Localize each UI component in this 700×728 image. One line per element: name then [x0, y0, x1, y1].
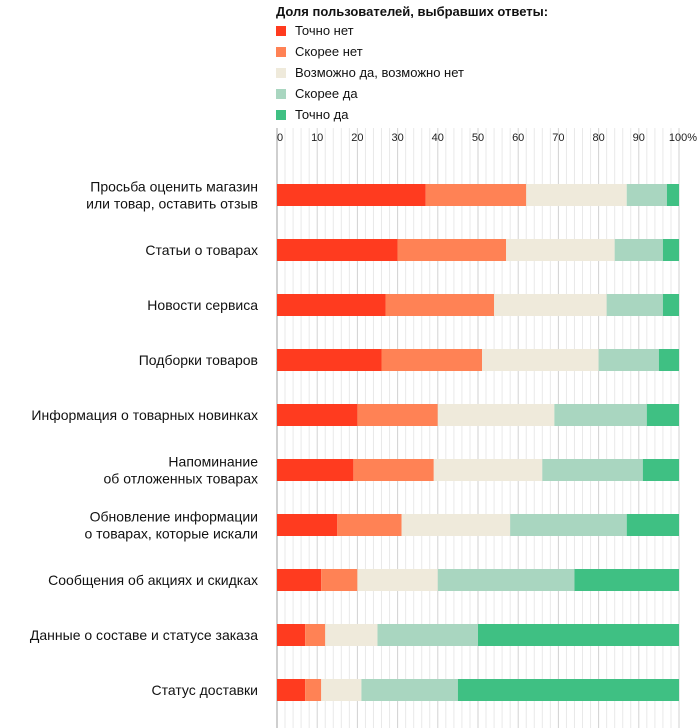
bar-segment [494, 294, 607, 316]
legend-item: Скорее нет [276, 44, 363, 59]
bar-segment [321, 569, 358, 591]
category-label: Статус доставки [151, 682, 258, 698]
bar-segment [646, 404, 679, 426]
bar-segment [277, 459, 354, 481]
bar-segment [325, 624, 378, 646]
bar-segment [321, 679, 362, 701]
x-tick-label: 30 [391, 132, 403, 144]
legend-label: Возможно да, возможно нет [295, 65, 464, 80]
category-label: Просьба оценить магазин или товар, остави… [86, 179, 258, 212]
bar-segment [357, 569, 438, 591]
legend-item: Возможно да, возможно нет [276, 65, 464, 80]
bar-segment [437, 404, 555, 426]
category-label: Обновление информации о товарах, которые … [85, 509, 259, 542]
bar-segment [606, 294, 663, 316]
legend-label: Точно да [295, 107, 349, 122]
bar-segment [361, 679, 458, 701]
category-label: Статьи о товарах [145, 242, 258, 258]
category-label: Подборки товаров [139, 352, 258, 368]
x-tick-label: 80 [592, 132, 604, 144]
bar-segment [385, 294, 495, 316]
bar-segment [482, 349, 599, 371]
bar-segment [357, 404, 438, 426]
bar-segment [277, 294, 386, 316]
bar-segment [457, 679, 679, 701]
bar-segment [277, 404, 358, 426]
legend-title: Доля пользователей, выбравших ответы: [276, 4, 549, 19]
bar-segment [478, 624, 679, 646]
bar-segment [506, 239, 615, 261]
x-tick-label: 20 [351, 132, 363, 144]
bar-segment [642, 459, 679, 481]
bar-segment [277, 239, 398, 261]
category-label: Данные о составе и статусе заказа [30, 627, 258, 643]
category-label: Сообщения об акциях и скидках [48, 572, 258, 588]
bar-segment [337, 514, 402, 536]
bar-segment [437, 569, 575, 591]
bar-segment [425, 184, 527, 206]
bar-segment [658, 349, 679, 371]
bar-segment [277, 624, 306, 646]
bar-segment [614, 239, 663, 261]
legend-swatch [276, 109, 286, 120]
category-label: Информация о товарных новинках [31, 407, 258, 423]
bar-segment [377, 624, 478, 646]
bar-segment [526, 184, 627, 206]
bar-segment [662, 239, 679, 261]
bar-segment [662, 294, 679, 316]
category-label: Новости сервиса [147, 297, 258, 313]
bar-segment [554, 404, 647, 426]
legend-swatch [276, 25, 286, 36]
legend-swatch [276, 67, 286, 78]
bar-segment [277, 514, 338, 536]
bar-segment [277, 569, 322, 591]
bar-segment [433, 459, 543, 481]
x-tick-label: 70 [552, 132, 564, 144]
bar-segment [626, 184, 667, 206]
category-label: Напоминание об отложенных товарах [104, 454, 259, 487]
x-tick-label: 0 [277, 132, 283, 144]
bar-segment [277, 349, 382, 371]
legend-item: Скорее да [276, 86, 358, 101]
bar-segment [574, 569, 679, 591]
x-tick-label: 60 [512, 132, 524, 144]
bar-segment [305, 624, 326, 646]
bar-segment [510, 514, 627, 536]
bar-segment [542, 459, 643, 481]
bar-segment [397, 239, 507, 261]
bar-segment [277, 184, 426, 206]
bar-segment [277, 679, 306, 701]
x-tick-label: 90 [633, 132, 645, 144]
legend-label: Скорее нет [295, 44, 363, 59]
x-tick-label: 40 [432, 132, 444, 144]
bar-segment [598, 349, 659, 371]
x-tick-label: 50 [472, 132, 484, 144]
bar-segment [401, 514, 511, 536]
legend-swatch [276, 88, 286, 99]
legend-label: Скорее да [295, 86, 358, 101]
bar-segment [626, 514, 679, 536]
bar-segment [666, 184, 679, 206]
bar-segment [353, 459, 434, 481]
legend-swatch [276, 46, 286, 57]
x-tick-label: 10 [311, 132, 323, 144]
legend-item: Точно нет [276, 23, 354, 38]
bar-segment [305, 679, 322, 701]
x-tick-label: 100% [669, 132, 697, 144]
bar-segment [381, 349, 483, 371]
legend-label: Точно нет [295, 23, 354, 38]
legend-item: Точно да [276, 107, 348, 122]
